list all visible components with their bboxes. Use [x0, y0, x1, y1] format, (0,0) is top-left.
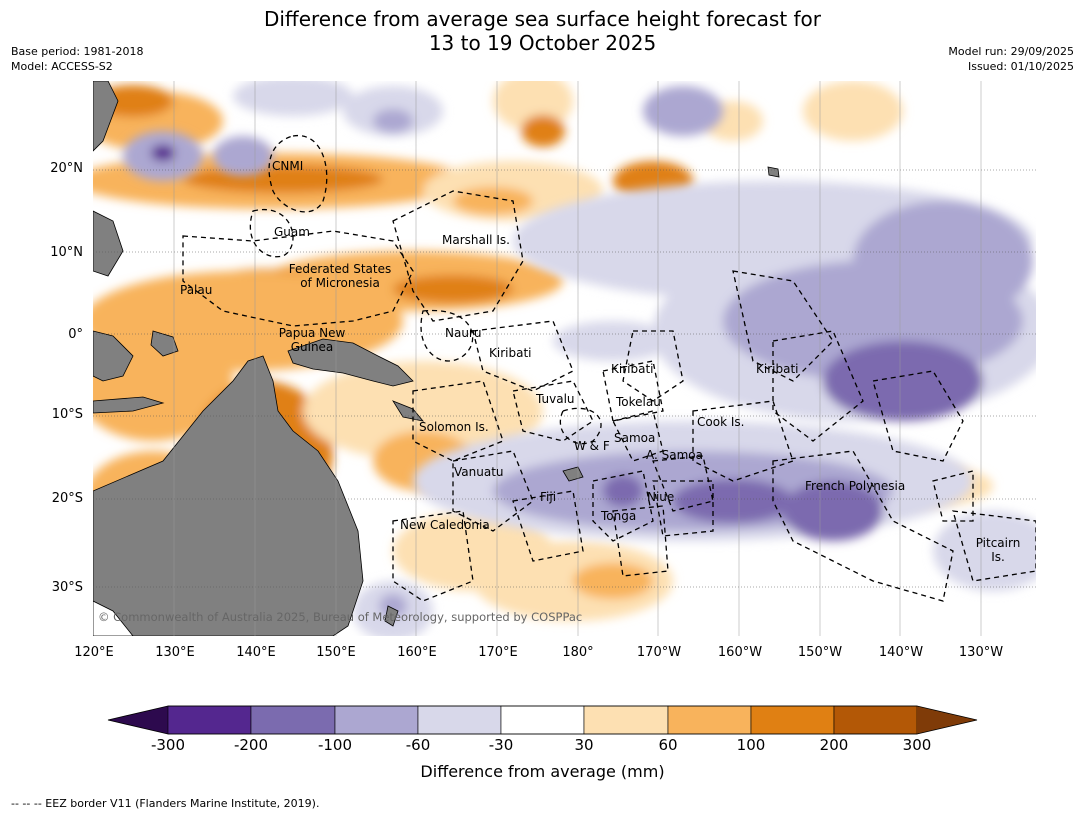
lat-label-10n: 10°N: [50, 245, 83, 260]
label-pitcairn: Pitcairn Is.: [970, 536, 1026, 564]
label-american-samoa: A. Samoa: [646, 448, 703, 462]
lon-label-140e: 140°E: [236, 645, 276, 660]
lat-label-equator: 0°: [68, 327, 83, 342]
model-name: Model: ACCESS-S2: [11, 60, 113, 73]
eez-borders: [182, 135, 1036, 602]
label-fiji: Fiji: [540, 490, 557, 504]
label-fsm-line-1: Federated States: [288, 262, 392, 276]
label-tokelau: Tokelau: [616, 395, 661, 409]
label-marshall-islands: Marshall Is.: [442, 233, 510, 247]
colorbar-low-extension: [108, 706, 168, 734]
meta-left: Base period: 1981-2018 Model: ACCESS-S2: [11, 44, 143, 74]
title-line-1: Difference from average sea surface heig…: [263, 7, 822, 31]
label-pitcairn-line-2: Is.: [991, 550, 1005, 564]
land-layer: [93, 81, 780, 636]
issued-date: Issued: 01/10/2025: [967, 60, 1074, 73]
label-kiribati-central: Kiribati: [611, 362, 654, 376]
colorbar-segment-7: [667, 705, 752, 735]
label-kiribati-west: Kiribati: [489, 346, 532, 360]
colorbar-tick-8: 100: [736, 736, 766, 754]
label-tonga: Tonga: [601, 509, 637, 523]
chart-title: Difference from average sea surface heig…: [0, 7, 1085, 55]
colorbar-tick-9: 200: [819, 736, 849, 754]
lat-label-30s: 30°S: [51, 580, 83, 595]
colorbar-tick-3: -100: [317, 736, 353, 754]
lon-label-150e: 150°E: [316, 645, 356, 660]
label-png-line-1: Papua New: [278, 326, 346, 340]
lon-label-130w: 130°W: [958, 645, 1004, 660]
colorbar-segment-2: [250, 705, 336, 735]
label-kiribati-east: Kiribati: [756, 362, 799, 376]
label-tuvalu: Tuvalu: [536, 392, 575, 406]
label-guam: Guam: [274, 225, 310, 239]
meta-right: Model run: 29/09/2025 Issued: 01/10/2025: [948, 44, 1074, 74]
label-fsm: Federated States of Micronesia: [280, 262, 400, 290]
lat-label-20n: 20°N: [50, 161, 83, 176]
lon-label-130e: 130°E: [155, 645, 195, 660]
colorbar-tick-10: 300: [902, 736, 932, 754]
label-samoa: Samoa: [614, 431, 656, 445]
gridlines: [93, 169, 1036, 588]
label-papua-new-guinea: Papua New Guinea: [272, 326, 352, 354]
colorbar-segment-1: [167, 705, 252, 735]
colorbar-segment-3: [334, 705, 419, 735]
lat-label-10s: 10°S: [51, 407, 83, 422]
colorbar-segment-8: [750, 705, 835, 735]
label-french-polynesia: French Polynesia: [805, 479, 906, 493]
label-solomon-islands: Solomon Is.: [419, 420, 489, 434]
colorbar: [107, 705, 978, 735]
map-svg: [93, 81, 1036, 636]
label-cnmi: CNMI: [272, 159, 304, 173]
lon-label-170e: 170°E: [478, 645, 518, 660]
title-line-2: 13 to 19 October 2025: [428, 31, 657, 55]
lat-label-20s: 20°S: [51, 491, 83, 506]
label-niue: Niue: [647, 490, 675, 504]
colorbar-tick-6: 30: [574, 736, 594, 754]
label-fsm-line-2: of Micronesia: [300, 276, 380, 290]
colorbar-segment-9: [833, 705, 918, 735]
colorbar-tick-2: -200: [233, 736, 269, 754]
lon-label-180: 180°: [562, 645, 594, 660]
lon-label-120e: 120°E: [74, 645, 114, 660]
label-png-line-2: Guinea: [290, 340, 334, 354]
forecast-map: [93, 81, 1036, 636]
colorbar-high-extension: [917, 706, 977, 734]
colorbar-label: Difference from average (mm): [420, 762, 665, 781]
colorbar-tick-5: -30: [488, 736, 514, 754]
negative-anomaly-layer: [123, 81, 1036, 636]
model-run: Model run: 29/09/2025: [948, 45, 1074, 58]
label-wallis-futuna: W & F: [574, 439, 610, 453]
copyright-notice: © Commonwealth of Australia 2025, Bureau…: [98, 610, 583, 624]
label-vanuatu: Vanuatu: [454, 465, 504, 479]
lon-label-160w: 160°W: [717, 645, 763, 660]
eez-footnote: -- -- -- EEZ border V11 (Flanders Marine…: [11, 797, 320, 810]
lon-label-140w: 140°W: [878, 645, 924, 660]
colorbar-segment-4: [417, 705, 502, 735]
label-new-caledonia: New Caledonia: [400, 518, 490, 532]
colorbar-tick-7: 60: [658, 736, 678, 754]
colorbar-segment-6: [583, 705, 669, 735]
base-period: Base period: 1981-2018: [11, 45, 144, 58]
colorbar-tick-1: -300: [150, 736, 186, 754]
colorbar-segment-5: [500, 705, 585, 735]
label-cook-islands: Cook Is.: [697, 415, 745, 429]
lon-label-150w: 150°W: [797, 645, 843, 660]
label-palau: Palau: [180, 283, 213, 297]
label-pitcairn-line-1: Pitcairn: [975, 536, 1021, 550]
lon-label-160e: 160°E: [397, 645, 437, 660]
meridians: [173, 81, 982, 636]
colorbar-tick-4: -60: [405, 736, 431, 754]
label-nauru: Nauru: [445, 326, 482, 340]
lon-label-170w: 170°W: [636, 645, 682, 660]
